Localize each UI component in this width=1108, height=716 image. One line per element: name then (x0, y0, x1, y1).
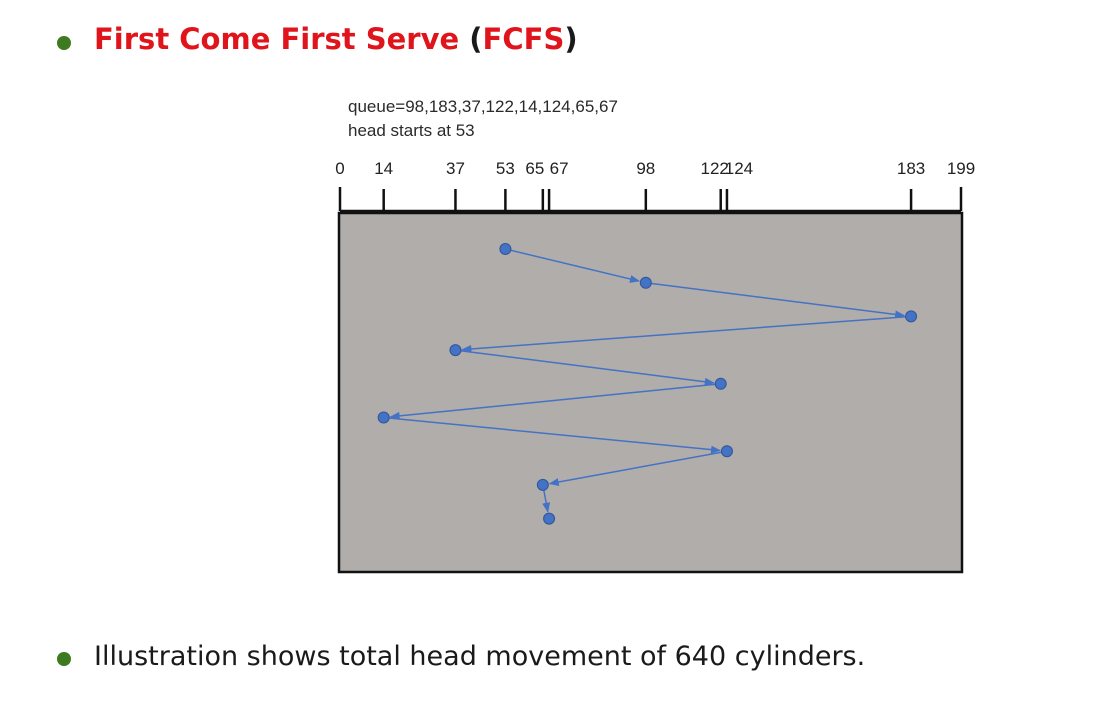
move-98-to-183 (645, 281, 906, 319)
heading-abbrev: FCFS (482, 22, 565, 56)
move-124-to-65 (548, 450, 728, 486)
axis-label-98: 98 (636, 159, 655, 178)
queue-text: queue=98,183,37,122,14,124,65,67 (348, 97, 618, 116)
move-53-to-98 (505, 248, 640, 283)
heading-title: First Come First Serve (94, 22, 460, 56)
bullet-icon (57, 36, 71, 50)
head-point-7-cyl-65 (536, 478, 549, 491)
axis-label-124: 124 (725, 159, 753, 178)
head-point-5-cyl-14 (377, 411, 390, 424)
axis-label-0: 0 (335, 159, 344, 178)
axis-label-14: 14 (374, 159, 393, 178)
heading-open-paren: ( (469, 22, 483, 56)
axis-label-199: 199 (947, 159, 975, 178)
move-122-to-14 (389, 383, 721, 420)
slide-heading: First Come First Serve (FCFS) (94, 22, 578, 56)
move-37-to-122 (455, 349, 715, 386)
head-point-2-cyl-183 (905, 310, 918, 323)
axis-label-67: 67 (550, 159, 569, 178)
head-point-0-cyl-53 (499, 243, 512, 255)
move-183-to-37 (461, 315, 912, 353)
movement-note: Illustration shows total head movement o… (94, 641, 866, 672)
head-point-3-cyl-37 (449, 344, 462, 357)
head-point-1-cyl-98 (639, 276, 652, 289)
heading-close-paren: ) (564, 22, 578, 56)
axis-label-65: 65 (525, 159, 544, 178)
head-point-8-cyl-67 (543, 512, 556, 525)
head-start-text: head starts at 53 (348, 121, 475, 140)
head-point-6-cyl-124 (720, 445, 733, 458)
bullet-icon (57, 652, 71, 666)
move-14-to-124 (383, 416, 721, 454)
axis-label-53: 53 (496, 159, 515, 178)
axis-label-122: 122 (701, 159, 729, 178)
diagram-panel (337, 211, 964, 574)
head-path (377, 243, 918, 525)
axis-label-183: 183 (897, 159, 925, 178)
head-point-4-cyl-122 (714, 377, 727, 390)
axis-label-37: 37 (446, 159, 465, 178)
